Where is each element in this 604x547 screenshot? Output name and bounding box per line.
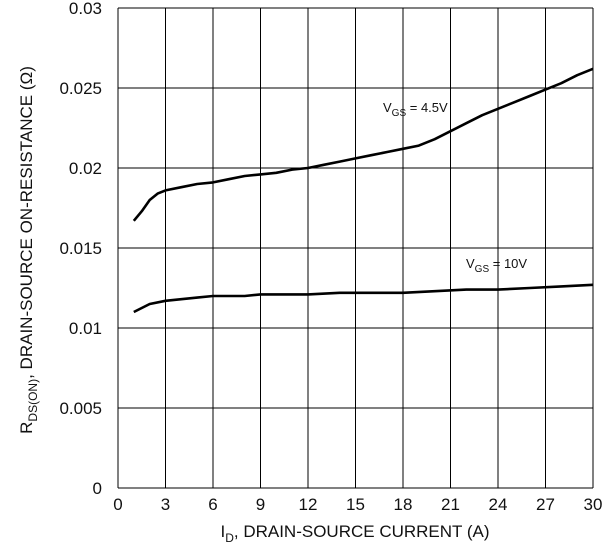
x-tick-label: 27 <box>536 495 555 514</box>
x-axis-title: ID, DRAIN-SOURCE CURRENT (A) <box>220 522 489 545</box>
y-tick-label: 0.015 <box>59 239 102 258</box>
x-tick-label: 9 <box>256 495 265 514</box>
x-tick-label: 24 <box>489 495 508 514</box>
x-tick-label: 6 <box>208 495 217 514</box>
y-tick-label: 0.03 <box>69 0 102 18</box>
series-label-vgs-4-5v: VGS = 4.5V <box>383 100 448 119</box>
x-tick-label: 15 <box>346 495 365 514</box>
y-tick-label: 0.02 <box>69 159 102 178</box>
x-tick-label: 18 <box>394 495 413 514</box>
y-axis-title: RDS(ON), DRAIN-SOURCE ON-RESISTANCE (Ω) <box>17 66 40 434</box>
x-tick-label: 30 <box>584 495 603 514</box>
series-label-vgs-10v: VGS = 10V <box>466 256 527 275</box>
x-tick-labels: 0 3 6 9 12 15 18 21 24 27 30 <box>113 495 602 514</box>
x-tick-label: 21 <box>441 495 460 514</box>
series-line-1 <box>133 283 594 314</box>
grid <box>117 7 594 489</box>
x-tick-label: 3 <box>161 495 170 514</box>
y-tick-label: 0.005 <box>59 399 102 418</box>
y-tick-label: 0.01 <box>69 319 102 338</box>
y-tick-labels: 0 0.005 0.01 0.015 0.02 0.025 0.03 <box>59 0 102 498</box>
series-curves <box>132 67 594 314</box>
series-line-0 <box>132 67 594 222</box>
y-tick-label: 0 <box>93 479 102 498</box>
x-tick-label: 12 <box>299 495 318 514</box>
x-tick-label: 0 <box>113 495 122 514</box>
y-tick-label: 0.025 <box>59 79 102 98</box>
